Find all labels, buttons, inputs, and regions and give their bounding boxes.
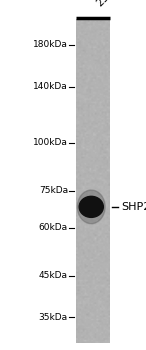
- Text: 180kDa: 180kDa: [33, 40, 68, 49]
- Text: 60kDa: 60kDa: [39, 223, 68, 232]
- Ellipse shape: [77, 190, 105, 224]
- Text: 45kDa: 45kDa: [39, 271, 68, 280]
- Ellipse shape: [79, 196, 103, 217]
- Text: 293T: 293T: [94, 0, 120, 9]
- Text: SHP2: SHP2: [121, 202, 146, 212]
- Text: 100kDa: 100kDa: [33, 138, 68, 147]
- Text: 35kDa: 35kDa: [39, 313, 68, 322]
- Text: 75kDa: 75kDa: [39, 186, 68, 195]
- Text: 140kDa: 140kDa: [33, 82, 68, 91]
